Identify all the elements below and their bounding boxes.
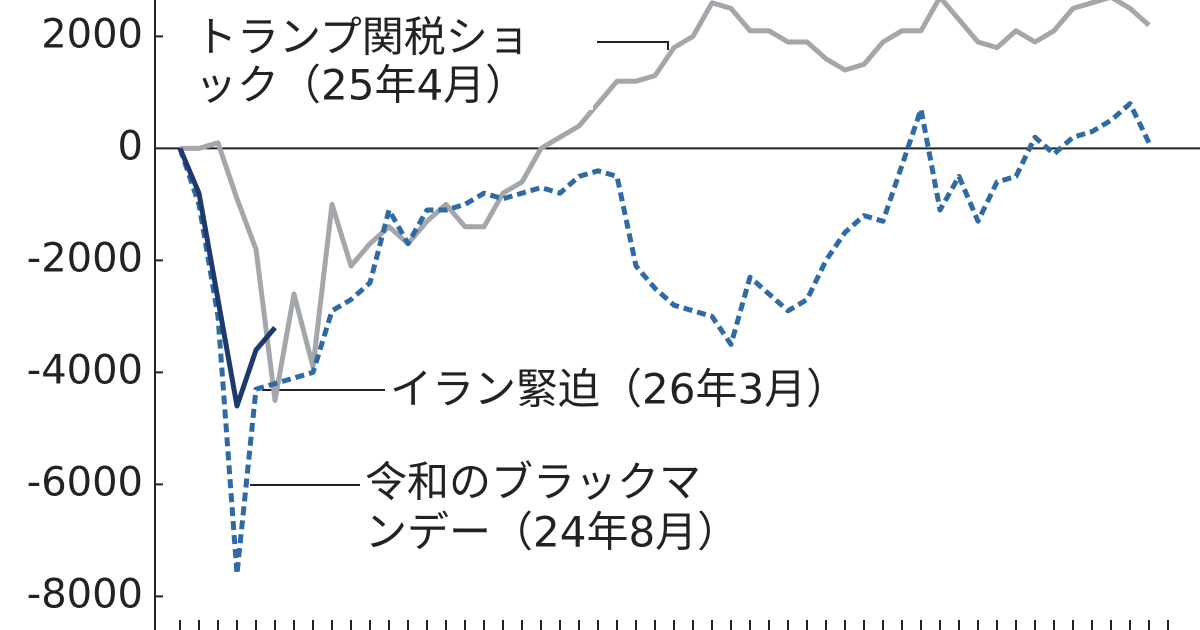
series-line xyxy=(177,101,1152,577)
y-tick-label: 0 xyxy=(118,123,143,169)
annotations: トランプ関税ショ ック（25年4月） イラン緊迫（26年3月） 令和のブラックマ… xyxy=(188,10,848,557)
annotation: ンデー（24年8月） xyxy=(365,508,739,557)
y-tick-label: -4000 xyxy=(27,347,143,393)
leader-line xyxy=(597,41,669,50)
y-tick-label: 2000 xyxy=(41,11,143,57)
annotation: トランプ関税ショ xyxy=(195,13,530,62)
annotation: 令和のブラックマ xyxy=(365,458,701,507)
annotation: ック（25年4月） xyxy=(195,61,527,110)
y-tick-label: -8000 xyxy=(27,571,143,617)
annotation: イラン緊迫（26年3月） xyxy=(390,365,848,414)
y-tick-label: -2000 xyxy=(27,235,143,281)
y-tick-label: -6000 xyxy=(27,459,143,505)
series-line xyxy=(180,0,1151,403)
label-bg xyxy=(188,10,593,110)
series-line xyxy=(177,147,277,409)
plot: 2000 0 -2000 -4000 -6000 -8000 xyxy=(27,0,1200,630)
